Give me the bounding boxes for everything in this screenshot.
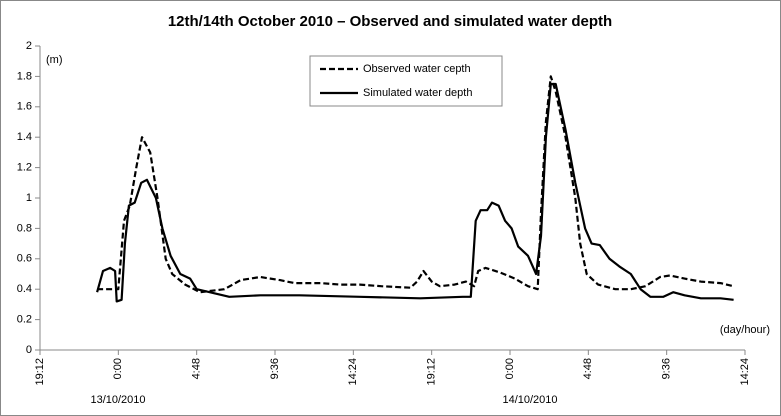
x-tick-label: 14:24	[739, 358, 751, 386]
data-line	[97, 75, 734, 294]
date-annotation: 14/10/2010	[502, 394, 557, 406]
y-tick-label: 0	[26, 344, 32, 356]
y-tick-label: 1.8	[17, 70, 32, 82]
y-axis-label: (m)	[46, 54, 63, 66]
y-tick-label: 2	[26, 40, 32, 52]
x-axis-label: (day/hour)	[720, 324, 770, 336]
y-tick-label: 1.2	[17, 162, 32, 174]
x-tick-label: 4:48	[191, 358, 203, 379]
x-tick-label: 19:12	[34, 358, 46, 386]
x-tick-label: 19:12	[426, 358, 438, 386]
x-tick-label: 0:00	[504, 358, 516, 379]
y-tick-label: 0.8	[17, 222, 32, 234]
legend-label: Simulated water depth	[363, 87, 472, 99]
x-tick-label: 14:24	[347, 358, 359, 386]
x-tick-label: 9:36	[269, 358, 281, 379]
y-tick-label: 1.4	[17, 131, 32, 143]
chart-title: 12th/14th October 2010 – Observed and si…	[168, 13, 612, 30]
y-tick-label: 0.4	[17, 283, 32, 295]
y-tick-label: 1	[26, 192, 32, 204]
legend-label: Observed water cepth	[363, 63, 471, 75]
x-tick-label: 4:48	[582, 358, 594, 379]
date-annotation: 13/10/2010	[90, 394, 145, 406]
x-tick-label: 9:36	[661, 358, 673, 379]
y-tick-label: 0.2	[17, 314, 32, 326]
legend-box	[309, 55, 503, 107]
y-tick-label: 0.6	[17, 253, 32, 265]
data-line	[96, 82, 734, 303]
y-tick-label: 1.6	[17, 101, 32, 113]
x-tick-label: 0:00	[112, 358, 124, 379]
